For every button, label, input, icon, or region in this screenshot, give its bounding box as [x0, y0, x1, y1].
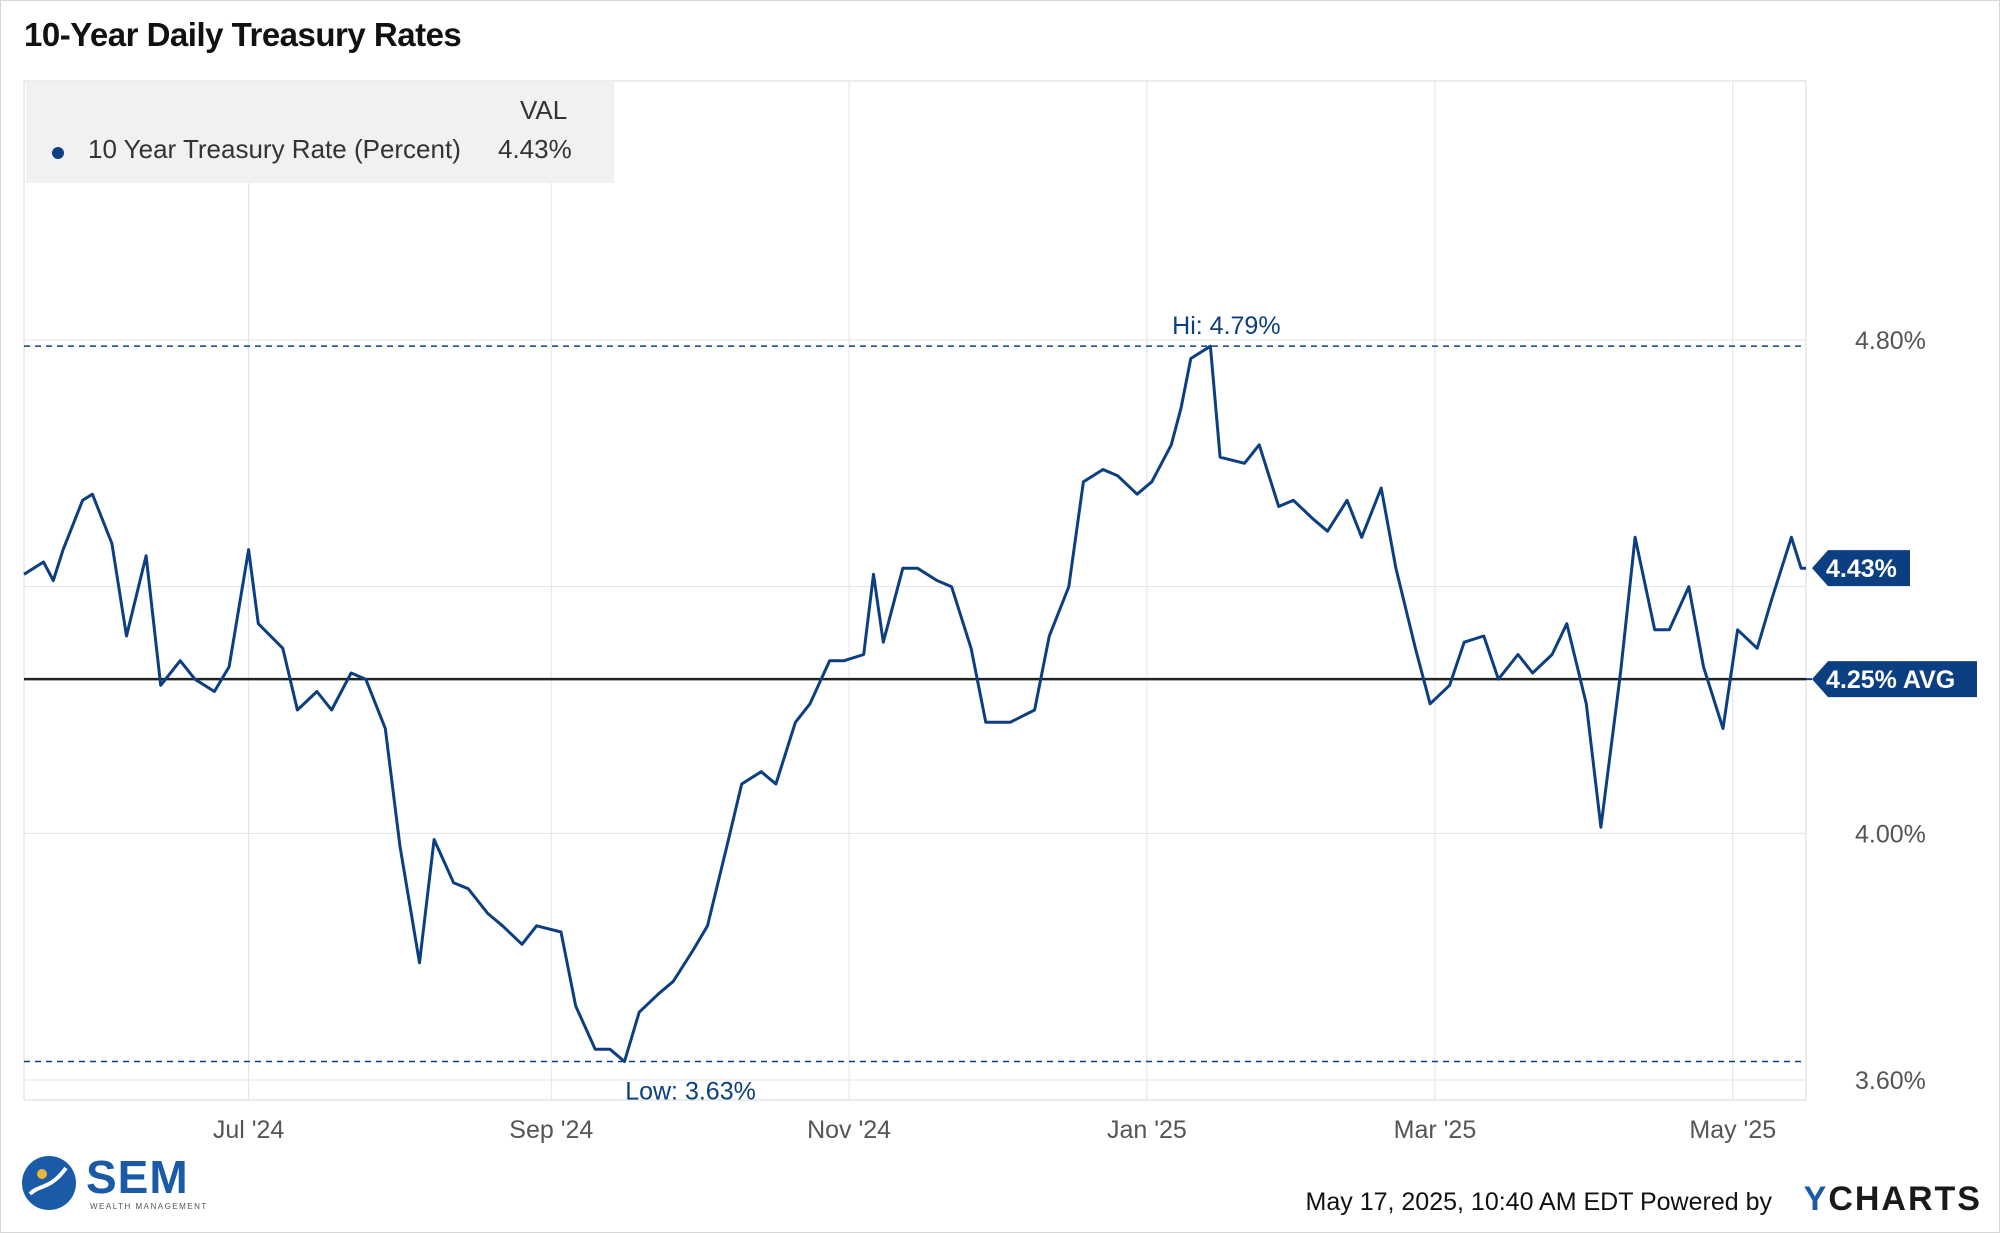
sem-logo-text: SEM: [86, 1151, 189, 1203]
legend-series-value: 4.43%: [498, 134, 572, 164]
y-tick-label: 3.60%: [1855, 1067, 1926, 1095]
series-line: [23, 344, 1806, 1063]
x-tick-label: Jul '24: [213, 1116, 285, 1144]
average-flag-label: 4.25% AVG: [1826, 666, 1955, 694]
last-value-flag-shape: [1812, 550, 1910, 587]
low-annotation: Low: 3.63%: [625, 1078, 756, 1106]
x-tick-label: Jan '25: [1107, 1116, 1187, 1144]
x-tick-label: Mar '25: [1394, 1116, 1477, 1144]
grid-lines: [24, 81, 1806, 1100]
series-layer: [23, 344, 1806, 1063]
y-tick-label: 4.00%: [1855, 820, 1926, 848]
value-flags: 4.25% AVG Hi: 4.79% Low: 3.63% 4.43%: [625, 312, 1977, 1106]
legend-series-marker: [52, 147, 64, 159]
last-value-flag: 4.43%: [1812, 550, 1910, 587]
page-title: 10-Year Daily Treasury Rates: [24, 16, 462, 53]
axis-ticks: 4.80% 4.00% 3.60% Jul '24 Sep '24 Nov '24 Jan …: [213, 327, 1926, 1144]
sem-logo-icon: [22, 1156, 76, 1210]
sem-logo-tagline: WEALTH MANAGEMENT: [90, 1202, 208, 1211]
average-flag: 4.25% AVG: [1812, 661, 1977, 698]
legend-box: VAL 10 Year Treasury Rate (Percent) 4.43…: [26, 81, 614, 183]
ycharts-logo-text: CHARTS: [1828, 1180, 1982, 1218]
ycharts-logo-y: Y: [1803, 1180, 1829, 1218]
x-tick-label: Sep '24: [509, 1116, 593, 1144]
ycharts-logo[interactable]: YCHARTS: [1804, 1180, 1982, 1219]
last-value-flag-label: 4.43%: [1826, 555, 1897, 583]
average-flag-shape: [1812, 661, 1977, 698]
x-tick-label: May '25: [1689, 1116, 1776, 1144]
sem-logo: SEM WEALTH MANAGEMENT: [20, 1148, 220, 1216]
reference-lines: [24, 345, 1812, 1063]
x-tick-label: Nov '24: [807, 1116, 891, 1144]
y-tick-label: 4.80%: [1855, 327, 1926, 355]
footer-timestamp: May 17, 2025, 10:40 AM EDT Powered by: [1305, 1188, 1772, 1216]
high-annotation: Hi: 4.79%: [1172, 312, 1280, 340]
legend-series-name[interactable]: 10 Year Treasury Rate (Percent): [88, 134, 461, 164]
plot-area-border: [23, 80, 1807, 1101]
legend-header: VAL: [520, 95, 568, 125]
